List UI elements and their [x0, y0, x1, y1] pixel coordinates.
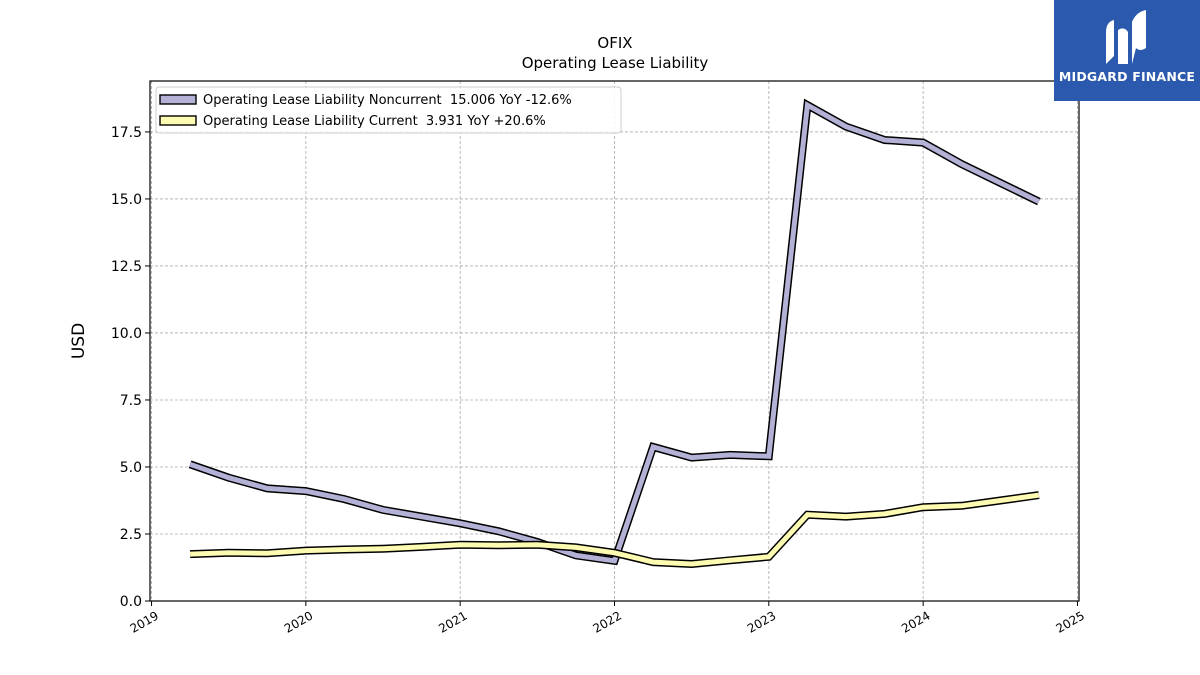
legend-label-noncurrent: Operating Lease Liability Noncurrent 15.… — [203, 93, 572, 108]
x-tick-label: 2022 — [591, 608, 624, 635]
legend-swatch-current — [159, 115, 197, 126]
legend-swatch-noncurrent — [159, 94, 197, 105]
x-tick-label: 2024 — [899, 608, 932, 635]
legend: Operating Lease Liability Noncurrent 15.… — [155, 86, 622, 134]
y-tick-label: 10.0 — [111, 326, 142, 342]
y-axis-label: USD — [69, 323, 89, 359]
midgard-logo-icon — [1106, 10, 1146, 64]
y-tick-label: 0.0 — [120, 594, 142, 610]
x-tick-label: 2021 — [436, 608, 469, 635]
x-tick-label: 2019 — [128, 608, 161, 635]
legend-label-current: Operating Lease Liability Current 3.931 … — [203, 114, 546, 129]
chart-subtitle: Operating Lease Liability — [522, 54, 709, 72]
y-axis-ticks: 0.0 2.5 5.0 7.5 10.0 12.5 15.0 17.5 — [111, 125, 150, 610]
x-axis-ticks: 2019 2020 2021 2022 2023 2024 2025 — [128, 601, 1087, 636]
y-tick-label: 15.0 — [111, 192, 142, 208]
y-tick-label: 5.0 — [120, 460, 142, 476]
y-tick-label: 12.5 — [111, 259, 142, 275]
brand-name: MIDGARD FINANCE — [1058, 69, 1196, 84]
x-tick-label: 2025 — [1054, 608, 1087, 635]
y-tick-label: 17.5 — [111, 125, 142, 141]
series-line-0 — [189, 101, 1040, 564]
legend-frame — [155, 86, 622, 134]
y-tick-label: 2.5 — [120, 527, 142, 543]
chart-title: OFIX — [597, 34, 632, 52]
grid-lines — [150, 81, 1079, 602]
series-line-1 — [190, 492, 1040, 567]
series-lines — [188, 98, 1041, 569]
y-tick-label: 7.5 — [120, 393, 142, 409]
x-tick-label: 2020 — [282, 608, 315, 635]
x-tick-label: 2023 — [745, 608, 778, 635]
brand-logo: MIDGARD FINANCE — [1054, 0, 1200, 101]
